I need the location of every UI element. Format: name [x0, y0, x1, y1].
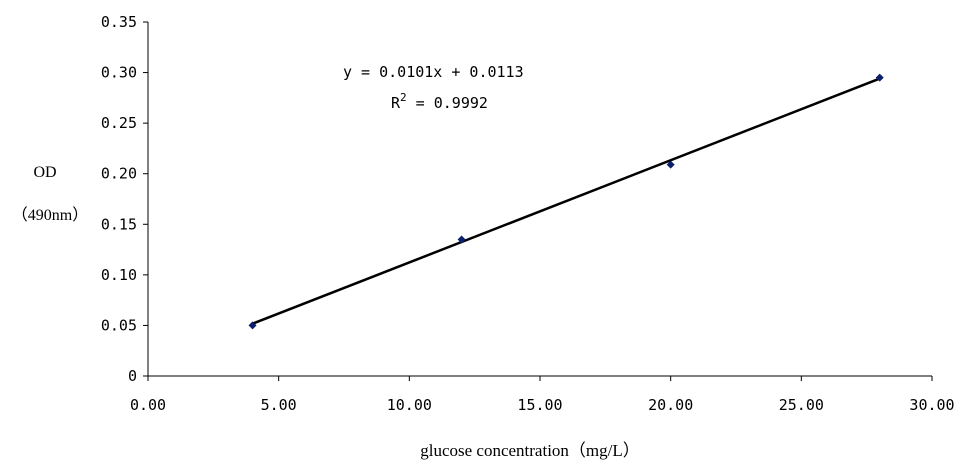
x-tick-label: 30.00 [909, 396, 954, 414]
y-tick-label: 0.20 [101, 165, 137, 183]
y-tick-label: 0.25 [101, 114, 137, 132]
x-axis-label: glucose concentration（mg/L） [420, 441, 640, 460]
x-tick-label: 5.00 [261, 396, 297, 414]
y-tick-label: 0.35 [101, 13, 137, 31]
r-squared-label: R2 = 0.9992 [391, 91, 488, 112]
y-axis-label-line1: OD [33, 164, 56, 181]
y-tick-label: 0 [128, 367, 137, 385]
y-ticks: 0 0.05 0.10 0.15 0.20 0.25 0.30 0.35 [101, 13, 148, 385]
x-tick-label: 10.00 [387, 396, 432, 414]
x-ticks: 0.00 5.00 10.00 15.00 20.00 25.00 30.00 [130, 376, 955, 414]
x-tick-label: 25.00 [779, 396, 824, 414]
y-tick-label: 0.10 [101, 266, 137, 284]
y-axis-label-line2: （490nm） [12, 206, 88, 224]
x-tick-label: 0.00 [130, 396, 166, 414]
r-squared-superscript: 2 [400, 91, 407, 104]
y-tick-label: 0.30 [101, 64, 137, 82]
r-squared-prefix: R [391, 94, 401, 112]
r-squared-value: = 0.9992 [407, 94, 488, 112]
trendline [252, 77, 881, 325]
data-point [666, 160, 675, 169]
y-tick-label: 0.15 [101, 215, 137, 233]
data-points [248, 73, 884, 330]
data-point [875, 73, 884, 82]
axes [147, 22, 932, 377]
y-tick-label: 0.05 [101, 316, 137, 334]
x-tick-label: 15.00 [517, 396, 562, 414]
trendline-equation: y = 0.0101x + 0.0113 [343, 63, 524, 81]
x-tick-label: 20.00 [648, 396, 693, 414]
data-point [248, 321, 257, 330]
data-point [457, 235, 466, 244]
